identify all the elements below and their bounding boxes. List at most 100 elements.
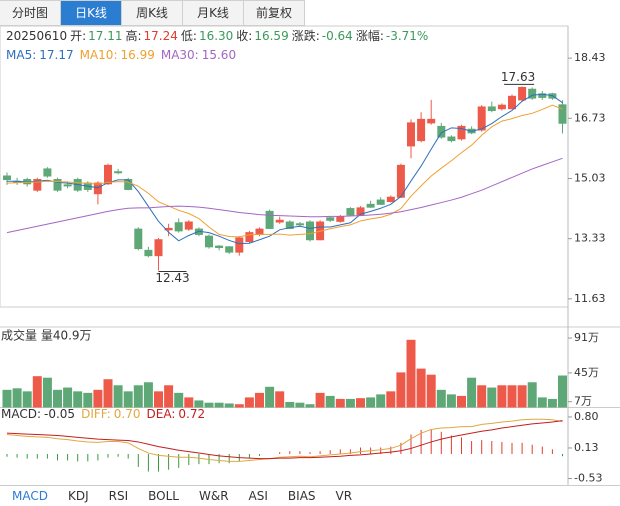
volume-bar (507, 385, 517, 408)
y-tick-label: 16.73 (574, 111, 606, 124)
volume-bar (93, 389, 103, 408)
y-tick-label: -0.53 (574, 472, 602, 485)
candle-body (275, 219, 284, 223)
candle-body (255, 228, 264, 235)
info-value: -0.64 (322, 29, 353, 43)
tab[interactable]: 月K线 (183, 0, 244, 26)
volume-bar (194, 400, 204, 408)
candle-body (63, 184, 72, 187)
candle-body (134, 228, 143, 250)
tab[interactable]: KDJ (67, 489, 89, 503)
volume-bar (366, 397, 376, 408)
tab[interactable]: W&R (198, 489, 229, 503)
macd-line (6, 420, 563, 460)
volume-bar (467, 377, 477, 408)
y-tick-label: 13.33 (574, 232, 606, 245)
legend-name: MA10: (80, 48, 118, 62)
chart: 20250610 开: 17.11 高: 17.24 低: 16.30 收: 16.59 涨跌: -… (0, 25, 620, 486)
candle-body (356, 207, 365, 216)
volume-bar (527, 382, 537, 408)
macd-line (6, 418, 563, 462)
info-label: 开: (70, 29, 86, 43)
volume-bar (315, 392, 325, 408)
volume-bar (547, 398, 557, 408)
volume-bar (244, 397, 254, 408)
volume-bar (83, 392, 93, 408)
tab[interactable]: ASI (248, 489, 268, 503)
candle-body (104, 164, 112, 185)
period-tabs: 分时图 日K线 周K线 月K线 前复权 (0, 0, 305, 26)
price-panel (0, 25, 569, 308)
volume-bar (517, 385, 527, 408)
y-tick-label: 0.80 (574, 410, 599, 423)
y-tick-label: 45万 (574, 366, 599, 379)
legend-name: DEA: (147, 407, 176, 421)
candle-body (295, 223, 304, 226)
candle-body (508, 95, 516, 110)
candle-body (497, 104, 506, 110)
candle-body (53, 179, 62, 191)
y-tick-label: 7万 (574, 395, 592, 408)
candle-body (3, 175, 11, 181)
y-tick-label: 91万 (574, 331, 599, 344)
candle-body (184, 221, 193, 230)
indicator-tabs: MACD KDJ RSI BOLL W&R ASI BIAS VR (0, 486, 360, 506)
legend-name: MACD: (1, 407, 41, 421)
tab[interactable]: 日K线 (61, 0, 122, 26)
date: 20250610 (6, 29, 67, 43)
info-value: 17.11 (88, 29, 122, 43)
tab[interactable]: VR (335, 489, 353, 503)
volume-bar (204, 402, 214, 408)
tab[interactable]: RSI (108, 489, 129, 503)
volume-bar (22, 391, 32, 408)
info-value: -3.71% (386, 29, 428, 43)
volume-bar (457, 395, 466, 408)
candle-body (407, 122, 415, 147)
candle-body (215, 245, 224, 249)
candle-body (326, 217, 335, 221)
legend: MACD: -0.05 DIFF: 0.70 DEA: 0.72 (1, 407, 205, 421)
volume-bar (63, 387, 73, 408)
candle-body (396, 164, 405, 198)
volume-bar (103, 379, 113, 408)
y-tick-label: 15.03 (574, 171, 606, 184)
candle-body (245, 232, 254, 242)
legend-value: 0.72 (178, 407, 205, 421)
ma-line (6, 104, 563, 238)
candle-body (93, 182, 102, 195)
volume-bar (255, 392, 264, 408)
volume-bar (406, 339, 416, 408)
tab[interactable]: BOLL (148, 489, 179, 503)
candle-body (477, 106, 486, 131)
info-label: 收: (236, 29, 252, 43)
candle-body (154, 239, 163, 257)
volume-bar (32, 376, 42, 408)
candle-body (225, 246, 234, 253)
candle-body (437, 125, 446, 138)
volume-bar (154, 391, 163, 408)
tab[interactable]: BIAS (287, 489, 316, 503)
tab[interactable]: 前复权 (244, 0, 305, 26)
high-annotation: 17.63 (501, 70, 535, 84)
tab[interactable]: 分时图 (0, 0, 61, 26)
info-value: 16.59 (254, 29, 288, 43)
volume-title: 成交量 量40.9万 (1, 328, 92, 343)
volume-bar (436, 389, 446, 408)
ma-line (7, 93, 563, 245)
volume-bar (2, 389, 12, 408)
volume-bar (275, 391, 285, 408)
candle-body (33, 179, 42, 191)
candle-body (306, 221, 314, 241)
volume-bar (143, 382, 153, 408)
candle-body (144, 249, 153, 257)
info-label: 低: (181, 29, 197, 43)
candle-body (528, 88, 537, 99)
candle-body (457, 125, 466, 140)
candle-body (558, 104, 567, 124)
y-tick-label: 0.13 (574, 441, 599, 454)
tab[interactable]: MACD (12, 489, 48, 503)
tab[interactable]: 周K线 (122, 0, 183, 26)
legend-value: -0.05 (44, 407, 75, 421)
info-label: 高: (125, 28, 141, 43)
volume-bar (224, 403, 234, 408)
